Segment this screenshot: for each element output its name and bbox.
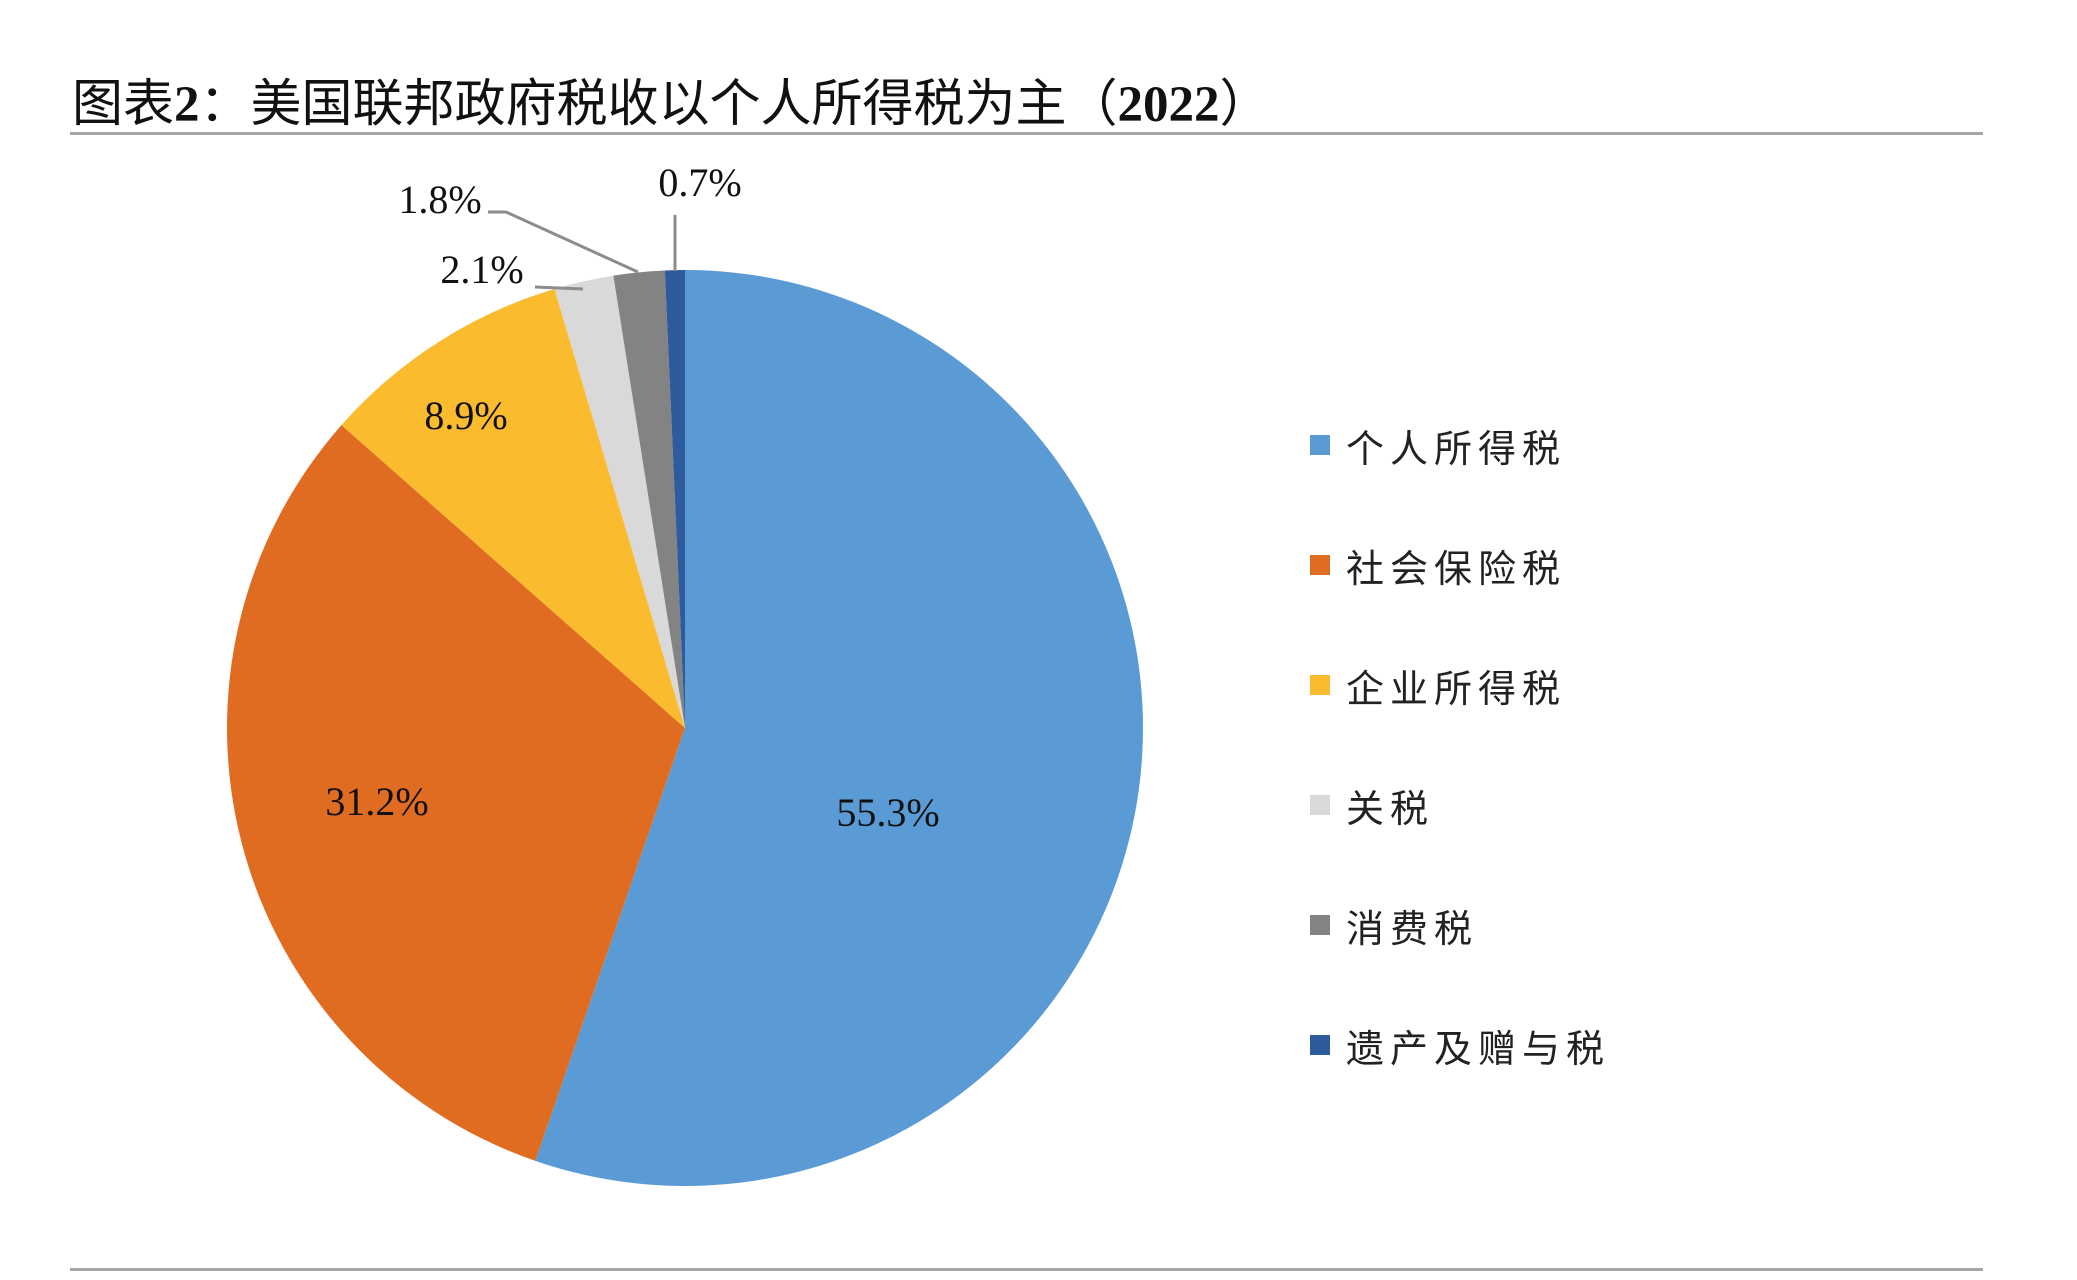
slice-label-estate-gift: 0.7%: [658, 160, 741, 205]
title-suffix: ）: [1219, 75, 1271, 134]
legend-item-social-insurance: 社会保险税: [1310, 540, 1567, 591]
leader-line-customs: [534, 285, 584, 291]
legend-item-excise: 消费税: [1310, 900, 1479, 951]
slice-label-corporate-income: 8.9%: [424, 393, 507, 438]
legend-item-customs: 关税: [1310, 780, 1435, 831]
legend-swatch-icon: [1310, 555, 1330, 575]
pie-slices: [227, 270, 1144, 1186]
slice-label-social-insurance: 31.2%: [325, 779, 428, 824]
legend-swatch-icon: [1310, 435, 1330, 455]
legend-swatch-icon: [1310, 675, 1330, 695]
legend-swatch-icon: [1310, 795, 1330, 815]
legend-label: 遗产及赠与税: [1346, 1026, 1611, 1071]
figure-title: 图表2：美国联邦政府税收以个人所得税为主（2022）: [72, 62, 1271, 136]
leader-lines: [488, 210, 677, 291]
pie-slice-estate-gift: [664, 270, 685, 728]
legend-swatch-icon: [1310, 1035, 1330, 1055]
legend-swatch-icon: [1310, 915, 1330, 935]
leader-line-excise: [488, 210, 639, 274]
legend-label: 个人所得税: [1346, 426, 1567, 471]
legend-label: 关税: [1346, 786, 1435, 831]
legend-label: 消费税: [1346, 906, 1479, 951]
bottom-divider: [70, 1268, 1983, 1271]
legend-item-estate-gift: 遗产及赠与税: [1310, 1020, 1611, 1071]
legend-item-individual-income: 个人所得税: [1310, 420, 1567, 471]
pie-slice-customs: [554, 275, 685, 728]
title-number: 2: [174, 77, 200, 133]
slice-label-individual-income: 55.3%: [836, 790, 939, 835]
slice-label-excise: 1.8%: [398, 177, 481, 222]
pie-slice-individual-income: [535, 270, 1144, 1186]
pie-slice-excise: [613, 270, 685, 728]
legend-label: 企业所得税: [1346, 666, 1567, 711]
legend-label: 社会保险税: [1346, 546, 1567, 591]
pie-slice-social-insurance: [227, 425, 685, 1161]
title-prefix: 图表: [72, 75, 175, 134]
title-text: ：美国联邦政府税收以个人所得税为主（: [199, 75, 1118, 134]
legend-item-corporate-income: 企业所得税: [1310, 660, 1567, 711]
top-divider: [70, 132, 1983, 135]
title-year: 2022: [1117, 77, 1220, 133]
pie-slice-corporate-income: [341, 289, 685, 728]
slice-label-customs: 2.1%: [440, 247, 523, 292]
